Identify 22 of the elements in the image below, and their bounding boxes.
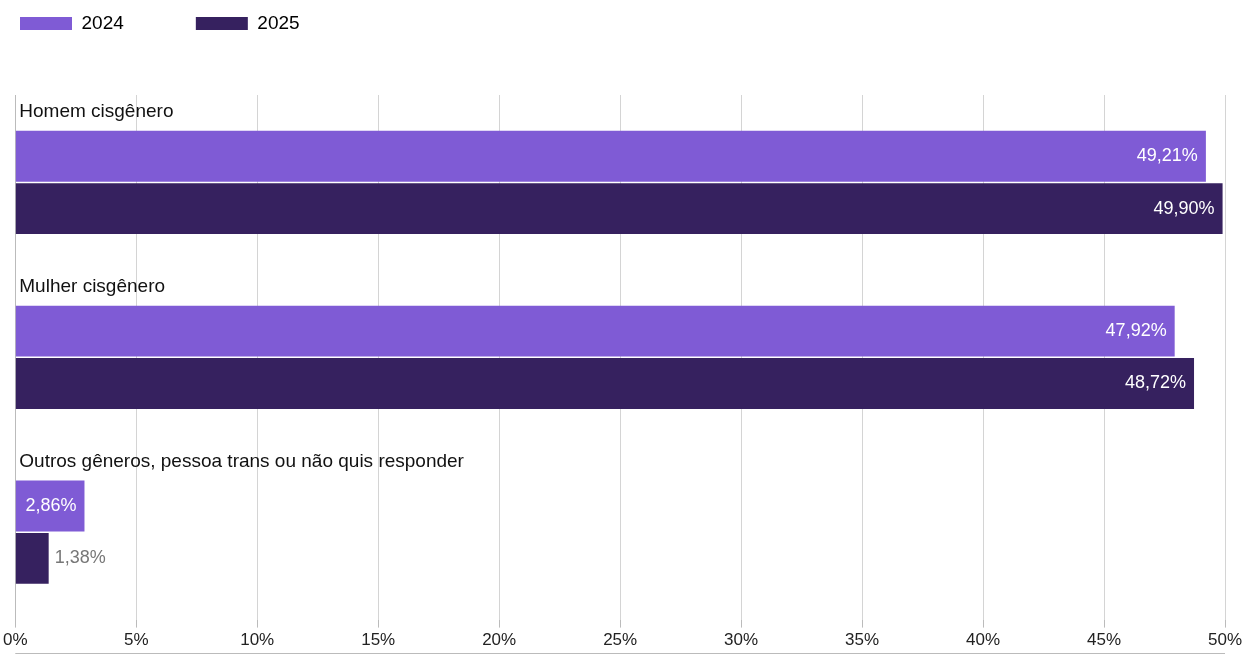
x-tick-label: 45% xyxy=(1087,630,1122,650)
x-tick-label: 35% xyxy=(845,630,880,650)
x-tick-label: 0% xyxy=(3,630,28,650)
x-tick-label: 20% xyxy=(482,630,517,650)
data-label: 49,21% xyxy=(1136,145,1198,166)
legend-label: 2025 xyxy=(257,11,358,33)
data-label: 48,72% xyxy=(1124,372,1187,393)
x-tick-label: 50% xyxy=(1207,630,1243,650)
y-tick-label: Homem cisgênero xyxy=(19,99,174,121)
y-tick-label: Outros gêneros, pessoa trans ou não quis responder xyxy=(19,449,465,471)
data-label: 1,38% xyxy=(54,547,106,568)
x-tick-label: 10% xyxy=(240,630,275,650)
x-tick-label: 5% xyxy=(123,630,149,650)
data-label: 2,86% xyxy=(25,494,77,515)
x-tick-label: 25% xyxy=(603,630,638,650)
x-tick-label: 30% xyxy=(724,630,759,650)
data-label: 49,90% xyxy=(1153,197,1215,218)
data-label: 47,92% xyxy=(1105,320,1167,341)
x-tick-label: 15% xyxy=(361,630,396,650)
y-tick-label: Mulher cisgênero xyxy=(19,274,166,296)
legend-label: 2024 xyxy=(81,11,182,33)
x-tick-label: 40% xyxy=(966,630,1001,650)
